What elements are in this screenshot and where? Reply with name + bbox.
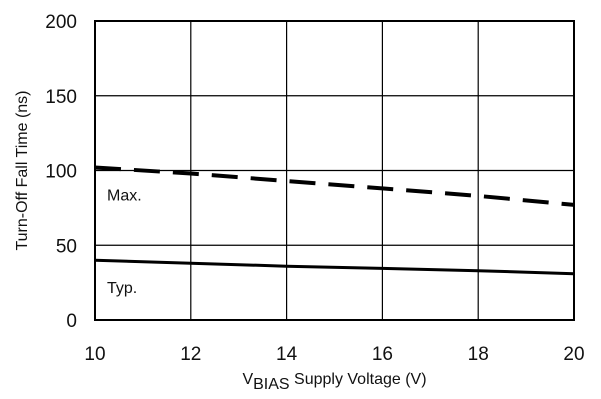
y-tick-label: 100 xyxy=(45,162,77,183)
x-tick-label: 10 xyxy=(84,344,105,365)
y-axis-label: Turn-Off Fall Time (ns) xyxy=(14,90,31,250)
y-tick-label: 200 xyxy=(45,12,77,33)
series-point-max xyxy=(381,187,384,190)
y-tick-layer: 0 50 100 150 200 xyxy=(45,12,77,332)
series-point-max xyxy=(285,179,288,182)
x-axis-label: VBIAS Supply Voltage (V) xyxy=(242,371,426,393)
series-point-max xyxy=(477,194,480,197)
series-line-max xyxy=(94,165,575,207)
y-tick-label: 150 xyxy=(45,87,77,108)
x-tick-label: 18 xyxy=(468,344,489,365)
series-line-typ xyxy=(94,258,575,276)
grid-layer xyxy=(94,20,575,321)
series-layer: Max. Typ. xyxy=(94,165,575,297)
label-layer: VBIAS Supply Voltage (V) Turn-Off Fall T… xyxy=(14,90,427,393)
x-axis-label-prefix: V xyxy=(242,371,253,388)
y-tick-label: 50 xyxy=(56,236,77,257)
y-tick-label: 0 xyxy=(66,311,77,332)
series-label-max: Max. xyxy=(107,188,142,205)
series-point-typ xyxy=(477,269,480,272)
series-point-typ xyxy=(381,267,384,270)
series-point-typ xyxy=(285,265,288,268)
x-axis-label-suffix: Supply Voltage (V) xyxy=(290,371,427,388)
x-tick-label: 16 xyxy=(372,344,393,365)
series-point-typ xyxy=(189,262,192,265)
series-point-max xyxy=(189,172,192,175)
x-tick-label: 20 xyxy=(563,344,584,365)
x-tick-label: 12 xyxy=(180,344,201,365)
x-axis-label-subscript: BIAS xyxy=(253,376,289,393)
x-tick-layer: 10 12 14 16 18 20 xyxy=(84,344,584,365)
x-tick-label: 14 xyxy=(276,344,298,365)
series-label-typ: Typ. xyxy=(107,280,137,297)
plot-frame xyxy=(94,20,575,321)
